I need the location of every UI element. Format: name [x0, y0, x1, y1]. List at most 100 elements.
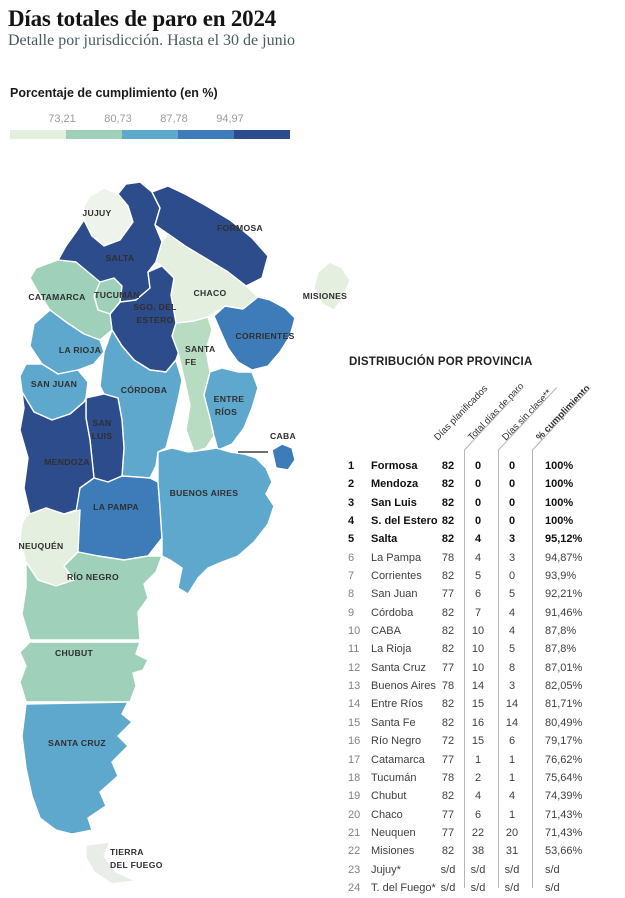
row-dias-sin-clase: 0	[508, 496, 516, 509]
row-cumplimiento: 100%	[545, 496, 574, 509]
row-dias-planificados: 77	[441, 588, 455, 601]
province-catamarca	[29, 259, 113, 341]
row-province-name: Tucumán	[371, 771, 417, 784]
row-dias-sin-clase: s/d	[504, 863, 520, 876]
row-total-dias-paro: 16	[471, 716, 485, 729]
table-row: 4 S. del Estero 82 0 0 100%	[345, 512, 624, 530]
row-dias-sin-clase: 1	[508, 808, 516, 821]
table-row: 23 Jujuy* s/d s/d s/d s/d	[345, 861, 624, 879]
row-total-dias-paro: 38	[471, 845, 485, 858]
row-province-name: Santa Cruz	[371, 661, 427, 674]
row-total-dias-paro: 6	[474, 808, 482, 821]
province-misiones	[313, 261, 351, 311]
row-province-name: Córdoba	[371, 606, 414, 619]
label-san-luis-1: SAN	[92, 418, 111, 428]
row-province-name: S. del Estero	[371, 515, 438, 528]
row-dias-planificados: 78	[441, 551, 455, 564]
table-row: 7 Corrientes 82 5 0 93,9%	[345, 567, 624, 585]
row-total-dias-paro: s/d	[470, 863, 486, 876]
row-dias-sin-clase: 0	[508, 478, 516, 491]
row-cumplimiento: 82,05%	[545, 680, 583, 693]
table-column-separator	[464, 450, 465, 888]
row-dias-planificados: 82	[441, 845, 455, 858]
row-rank: 7	[348, 570, 355, 583]
province-entre-rios	[203, 367, 259, 451]
row-rank: 10	[348, 625, 361, 638]
row-dias-planificados: 82	[441, 606, 455, 619]
row-province-name: Catamarca	[371, 753, 425, 766]
province-formosa	[151, 185, 269, 287]
legend-color-scale	[10, 130, 290, 139]
row-dias-planificados: 82	[441, 643, 455, 656]
table-row: 19 Chubut 82 4 4 74,39%	[345, 787, 624, 805]
row-rank: 19	[348, 790, 361, 803]
legend-tick-label: 73,21	[48, 113, 76, 125]
row-province-name: Chubut	[371, 790, 407, 803]
row-province-name: Buenos Aires	[371, 680, 436, 693]
row-total-dias-paro: 0	[474, 515, 482, 528]
row-total-dias-paro: 10	[471, 643, 485, 656]
label-la-rioja: LA RIOJA	[59, 345, 101, 355]
table-row: 1 Formosa 82 0 0 100%	[345, 457, 624, 475]
row-dias-planificados: 82	[441, 570, 455, 583]
label-catamarca: CATAMARCA	[28, 292, 85, 302]
label-formosa: FORMOSA	[217, 223, 263, 233]
row-total-dias-paro: 15	[471, 735, 485, 748]
row-dias-planificados: 82	[441, 515, 455, 528]
row-dias-planificados: 82	[441, 716, 455, 729]
legend-tick-label: 94,97	[216, 113, 244, 125]
row-dias-planificados: 82	[441, 533, 455, 546]
label-salta: SALTA	[106, 253, 135, 263]
row-province-name: Jujuy*	[371, 863, 401, 876]
table-row: 13 Buenos Aires 78 14 3 82,05%	[345, 677, 624, 695]
row-province-name: Santa Fe	[371, 716, 416, 729]
row-dias-planificados: s/d	[440, 881, 456, 894]
label-santa-cruz: SANTA CRUZ	[48, 738, 106, 748]
row-cumplimiento: 92,21%	[545, 588, 583, 601]
province-rio-negro	[21, 551, 163, 641]
row-dias-planificados: 78	[441, 680, 455, 693]
page-title: Días totales de paro en 2024	[8, 6, 277, 31]
label-buenos-aires: BUENOS AIRES	[170, 488, 239, 498]
row-dias-sin-clase: 4	[508, 606, 516, 619]
label-chubut: CHUBUT	[55, 648, 94, 658]
legend-color-segment	[178, 130, 234, 139]
legend-title: Porcentaje de cumplimiento (en %)	[10, 86, 218, 100]
row-province-name: Misiones	[371, 845, 415, 858]
table-row: 22 Misiones 82 38 31 53,66%	[345, 842, 624, 860]
row-total-dias-paro: 2	[474, 771, 482, 784]
label-santa-fe-2: FE	[185, 357, 197, 367]
row-province-name: La Rioja	[371, 643, 412, 656]
table-row: 24 T. del Fuego* s/d s/d s/d s/d	[345, 879, 624, 897]
row-rank: 4	[348, 515, 355, 528]
label-san-juan: SAN JUAN	[31, 379, 77, 389]
row-total-dias-paro: 0	[474, 460, 482, 472]
legend-tick-label: 80,73	[104, 113, 132, 125]
province-caba	[271, 443, 296, 471]
row-province-name: San Juan	[371, 588, 418, 601]
row-rank: 22	[348, 845, 361, 858]
table-row: 17 Catamarca 77 1 1 76,62%	[345, 751, 624, 769]
row-cumplimiento: 80,49%	[545, 716, 583, 729]
row-dias-sin-clase: 0	[508, 460, 516, 472]
label-santa-fe-1: SANTA	[185, 344, 215, 354]
legend-color-segment	[122, 130, 178, 139]
table-row: 2 Mendoza 82 0 0 100%	[345, 475, 624, 493]
table-column-separator	[498, 450, 499, 888]
table-row: 14 Entre Ríos 82 15 14 81,71%	[345, 695, 624, 713]
row-dias-sin-clase: 4	[508, 625, 516, 638]
row-dias-sin-clase: 6	[508, 735, 516, 748]
row-total-dias-paro: 5	[474, 570, 482, 583]
row-province-name: La Pampa	[371, 551, 422, 564]
legend-tick-label: 87,78	[160, 113, 188, 125]
row-rank: 13	[348, 680, 361, 693]
page-subtitle: Detalle por jurisdicción. Hasta el 30 de…	[8, 32, 296, 49]
table-row: 21 Neuquen 77 22 20 71,43%	[345, 824, 624, 842]
row-cumplimiento: s/d	[545, 863, 560, 876]
legend-color-segment	[10, 130, 66, 139]
row-dias-planificados: 82	[441, 460, 455, 472]
label-corrientes: CORRIENTES	[235, 331, 294, 341]
row-dias-planificados: 78	[441, 771, 455, 784]
label-tierra-del-fuego-1: TIERRA	[110, 847, 144, 857]
